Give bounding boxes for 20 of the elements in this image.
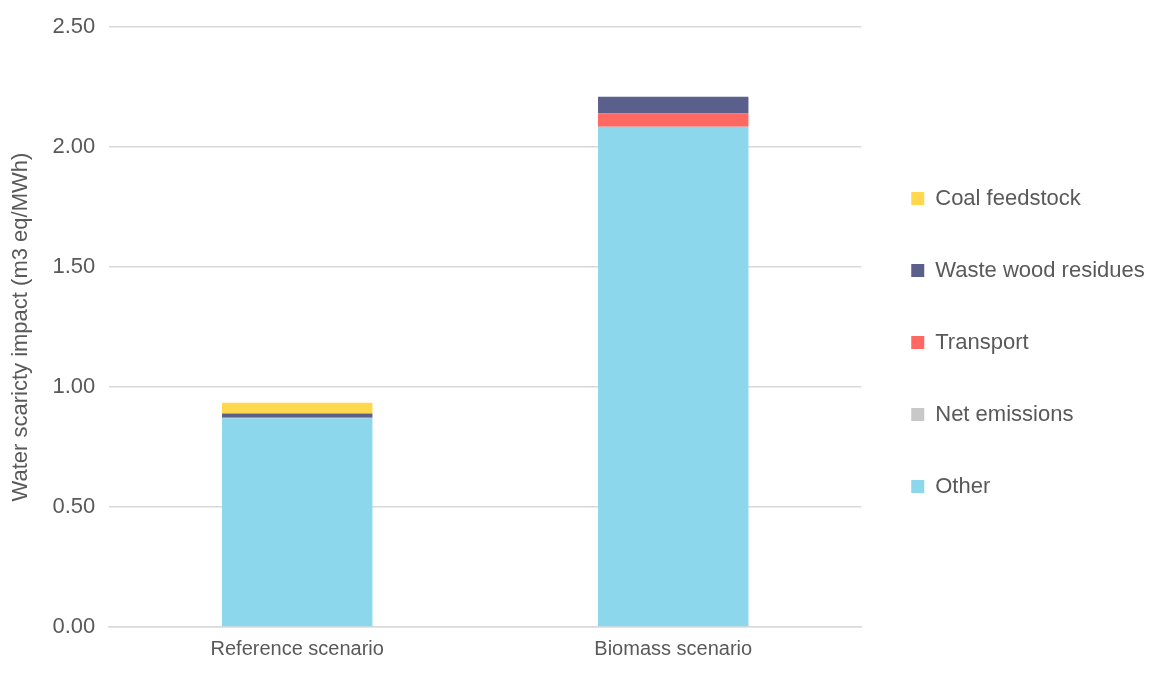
y-tick-label: 0.50 bbox=[52, 493, 96, 519]
y-tick-label: 0.00 bbox=[52, 613, 96, 639]
legend-label: Coal feedstock bbox=[935, 184, 1082, 210]
bar bbox=[598, 113, 749, 127]
bar bbox=[222, 402, 373, 414]
y-tick-label: 2.00 bbox=[52, 133, 96, 159]
y-tick-label: 1.50 bbox=[52, 253, 96, 279]
bar bbox=[222, 413, 373, 418]
bar bbox=[598, 126, 749, 627]
bar bbox=[598, 96, 749, 114]
legend-label: Transport bbox=[935, 328, 1029, 354]
x-tick-label: Biomass scenario bbox=[594, 636, 753, 659]
bar bbox=[222, 418, 373, 627]
y-tick-label: 1.00 bbox=[52, 373, 96, 399]
x-tick-label: Reference scenario bbox=[210, 636, 384, 659]
legend-label: Net emissions bbox=[935, 400, 1074, 426]
y-axis-title: Water scaricty impact (m3 eq/MWh) bbox=[7, 152, 33, 502]
legend-label: Waste wood residues bbox=[935, 256, 1145, 282]
y-tick-label: 2.50 bbox=[52, 13, 96, 39]
legend-label: Other bbox=[935, 472, 991, 498]
